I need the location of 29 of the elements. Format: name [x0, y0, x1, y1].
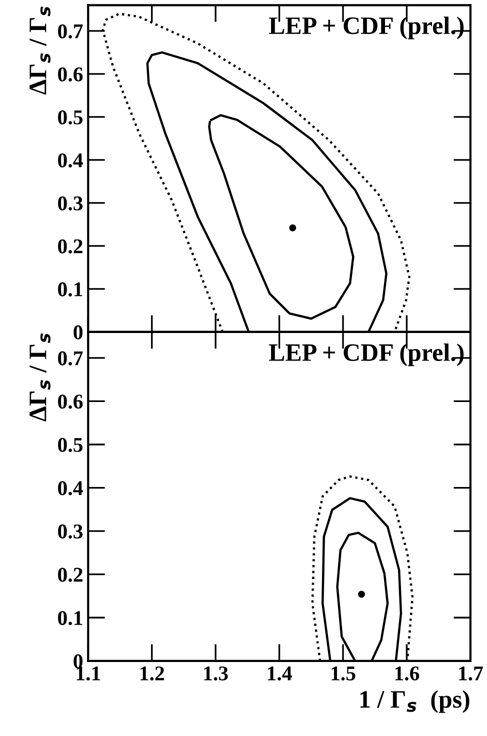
annotation: LEP + CDF (prel.)	[268, 16, 464, 40]
y-tick-label: 0.1	[58, 611, 82, 626]
y-tick-label: 0.3	[58, 196, 83, 210]
y-tick-label: 0.2	[58, 239, 82, 254]
y-tick-label: 0.6	[58, 67, 83, 82]
y-tick-label: 0.5	[58, 110, 83, 124]
y-tick-label: 0.2	[58, 568, 82, 582]
y-tick-label: 0.3	[58, 524, 83, 539]
annotation: LEP + CDF (prel.)	[268, 343, 464, 366]
x-tick-label: 1.6	[395, 666, 420, 681]
y-tick-label: 0.6	[58, 394, 83, 409]
x-tick-label: 1.2	[140, 666, 164, 681]
y-tick-label: 0.5	[58, 438, 83, 452]
x-tick-label: 1.7	[459, 666, 483, 681]
y-axis-title: ΔΓ$_{s}$ / Γ$_{s}$	[30, 6, 50, 95]
line-series	[208, 114, 354, 320]
y-tick-label: 0	[74, 325, 82, 340]
y-tick-label: 0.7	[58, 351, 83, 366]
y-tick-label: 0.4	[58, 481, 83, 496]
y-tick-label: 0.7	[58, 24, 83, 38]
y-axis-title: ΔΓ$_{s}$ / Γ$_{s}$	[30, 333, 50, 422]
x-axis-title: 1 / Γ$_{s}$ (ps)	[360, 690, 470, 713]
y-tick-label: 0	[74, 654, 82, 668]
y-tick-label: 0.1	[58, 282, 82, 296]
y-tick-label: 0.4	[58, 153, 83, 168]
x-tick-label: 1.1	[76, 666, 100, 681]
x-tick-label: 1.4	[268, 666, 292, 681]
x-tick-label: 1.5	[332, 666, 356, 681]
x-tick-label: 1.3	[204, 666, 228, 681]
